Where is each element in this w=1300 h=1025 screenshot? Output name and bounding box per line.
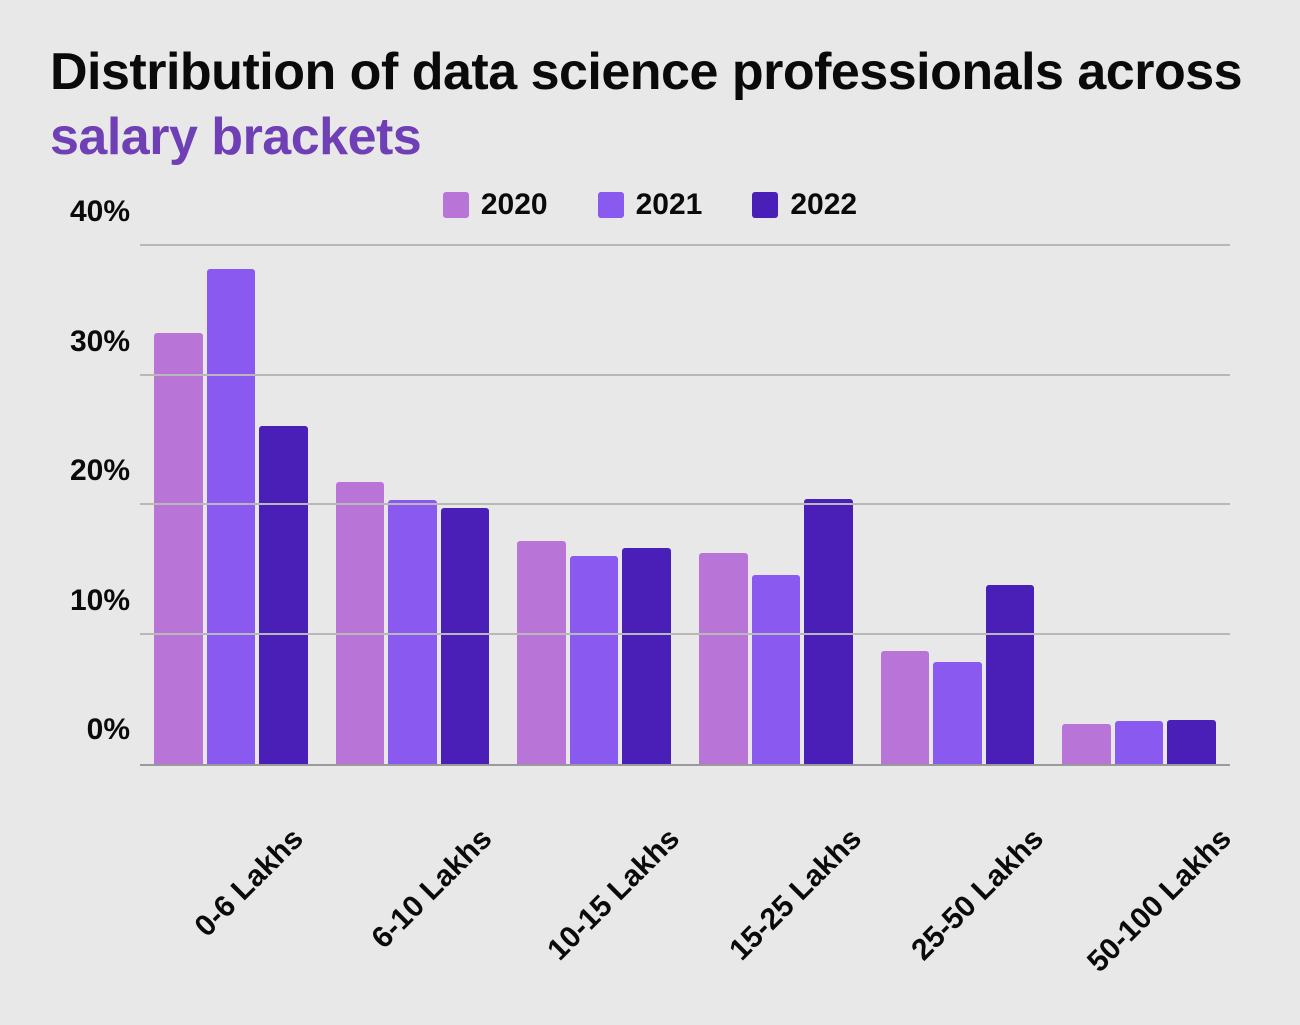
bar-group xyxy=(1048,246,1230,764)
bar xyxy=(699,553,748,764)
x-tick-label: 10-15 Lakhs xyxy=(541,822,687,968)
gridline xyxy=(140,244,1230,246)
y-tick-label: 40% xyxy=(50,195,130,229)
bar-groups xyxy=(140,246,1230,764)
legend-swatch xyxy=(598,192,624,218)
bar xyxy=(804,499,853,764)
bar xyxy=(570,556,619,764)
legend-item: 2021 xyxy=(598,188,703,222)
bar xyxy=(933,662,982,764)
legend-item: 2022 xyxy=(752,188,857,222)
x-label-cell: 50-100 Lakhs xyxy=(1048,822,1230,932)
bar xyxy=(336,482,385,764)
gridline xyxy=(140,633,1230,635)
bar xyxy=(259,426,308,764)
bar-group xyxy=(867,246,1049,764)
legend-item: 2020 xyxy=(443,188,548,222)
x-tick-label: 25-50 Lakhs xyxy=(905,822,1051,968)
legend: 2020 2021 2022 xyxy=(50,188,1250,222)
legend-label: 2020 xyxy=(481,188,548,222)
legend-swatch xyxy=(752,192,778,218)
x-tick-label: 0-6 Lakhs xyxy=(188,822,310,944)
bar xyxy=(1062,724,1111,764)
bar-group xyxy=(503,246,685,764)
legend-swatch xyxy=(443,192,469,218)
y-tick-label: 30% xyxy=(50,325,130,359)
title-main: Distribution of data science professiona… xyxy=(50,43,1242,101)
plot-area: 0%10%20%30%40% xyxy=(140,246,1230,766)
legend-label: 2021 xyxy=(636,188,703,222)
gridline xyxy=(140,374,1230,376)
y-tick-label: 0% xyxy=(50,713,130,747)
x-tick-label: 6-10 Lakhs xyxy=(365,822,499,956)
x-label-cell: 15-25 Lakhs xyxy=(685,822,867,932)
chart-container: Distribution of data science professiona… xyxy=(0,0,1300,952)
chart-area: 0%10%20%30%40% 0-6 Lakhs6-10 Lakhs10-15 … xyxy=(140,246,1230,932)
x-axis-labels: 0-6 Lakhs6-10 Lakhs10-15 Lakhs15-25 Lakh… xyxy=(140,822,1230,932)
bar xyxy=(517,541,566,764)
x-tick-label: 50-100 Lakhs xyxy=(1081,822,1238,979)
bar xyxy=(752,575,801,764)
bar-group xyxy=(322,246,504,764)
bar-group xyxy=(140,246,322,764)
legend-label: 2022 xyxy=(790,188,857,222)
chart-title: Distribution of data science professiona… xyxy=(50,40,1250,170)
y-tick-label: 10% xyxy=(50,584,130,618)
x-tick-label: 15-25 Lakhs xyxy=(723,822,869,968)
bar xyxy=(986,585,1035,764)
bar xyxy=(1167,720,1216,764)
x-label-cell: 6-10 Lakhs xyxy=(322,822,504,932)
bar xyxy=(441,508,490,764)
bar xyxy=(881,651,930,764)
bar xyxy=(207,269,256,764)
y-tick-label: 20% xyxy=(50,454,130,488)
x-label-cell: 10-15 Lakhs xyxy=(503,822,685,932)
bar xyxy=(154,333,203,764)
x-label-cell: 0-6 Lakhs xyxy=(140,822,322,932)
bar xyxy=(1115,721,1164,764)
gridline xyxy=(140,503,1230,505)
title-emphasis: salary brackets xyxy=(50,108,421,166)
x-label-cell: 25-50 Lakhs xyxy=(867,822,1049,932)
bar xyxy=(622,548,671,764)
bar-group xyxy=(685,246,867,764)
